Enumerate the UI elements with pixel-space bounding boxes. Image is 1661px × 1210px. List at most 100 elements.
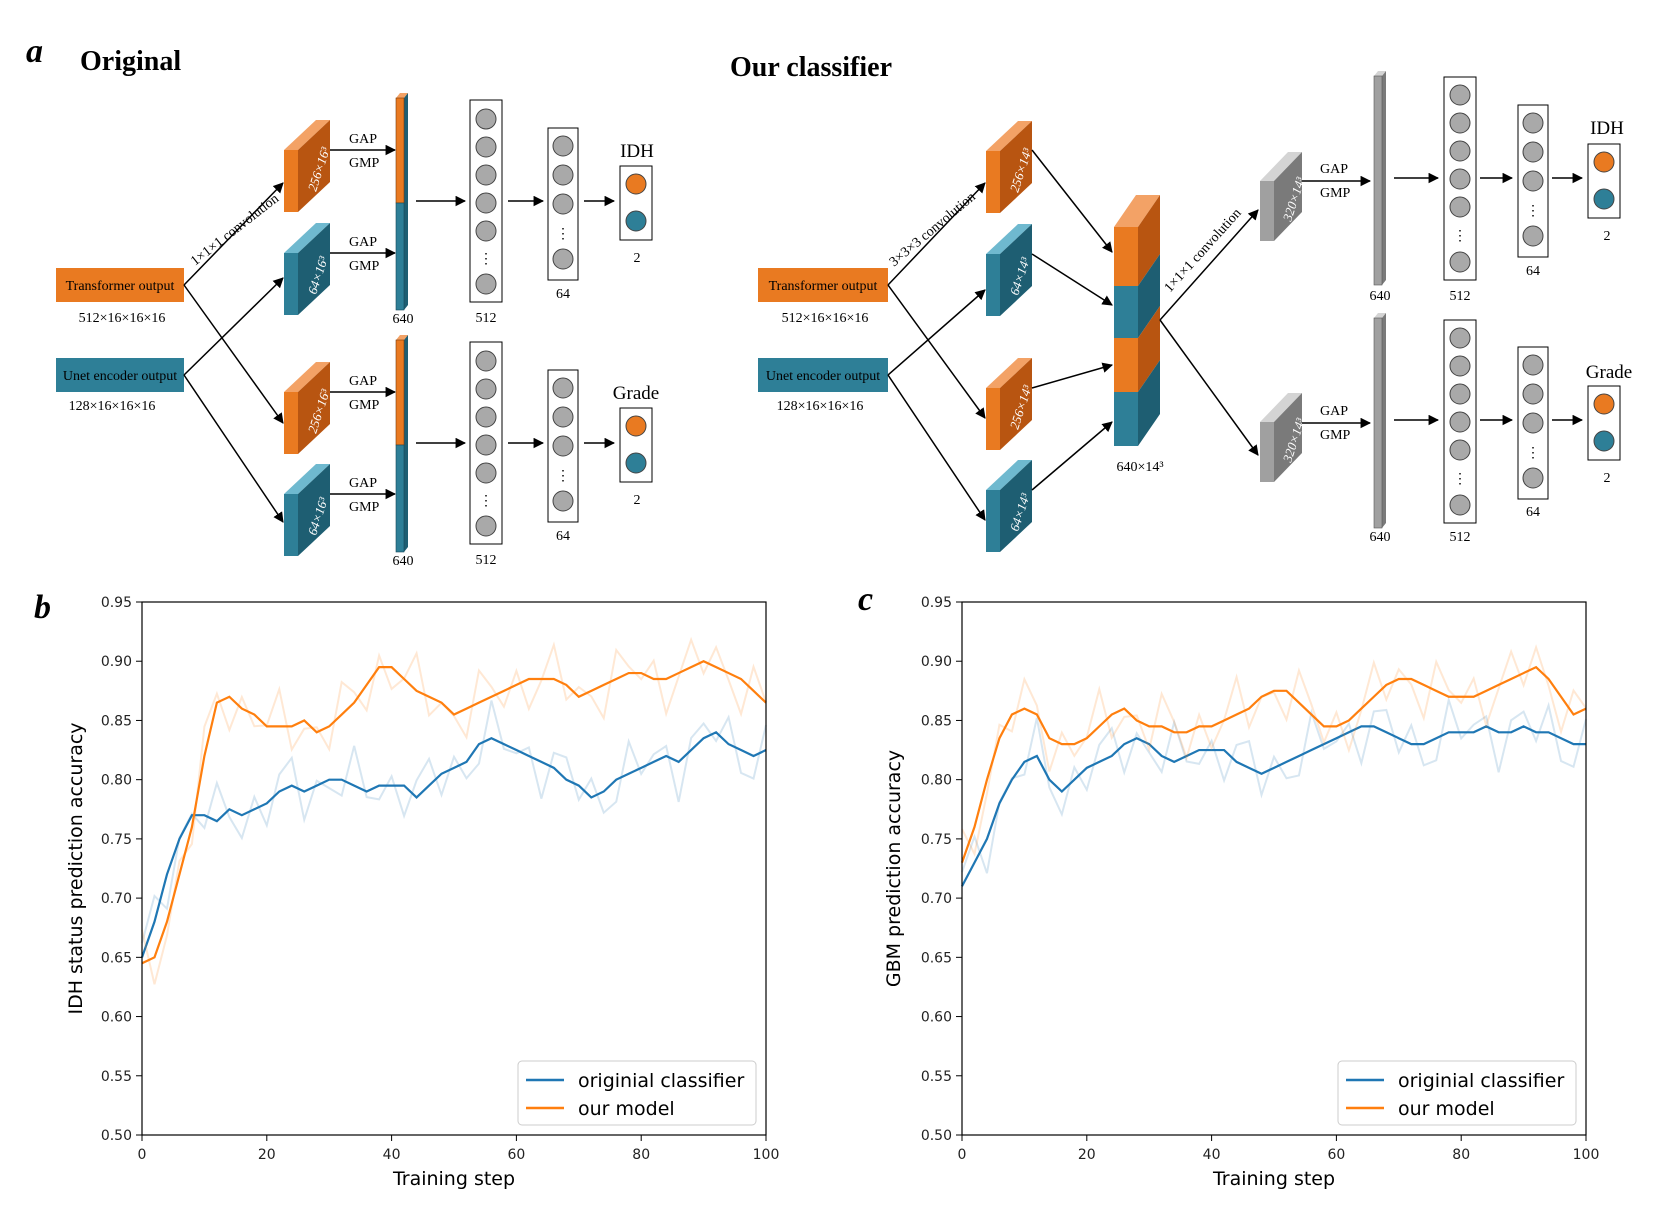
- unet-output-box: [56, 358, 184, 392]
- concat-dim-bottom: 640: [393, 554, 414, 569]
- grey-block-top: 320×14³: [1260, 152, 1308, 241]
- block-orange-top: 256×14³: [986, 121, 1035, 213]
- gap-label: GAP: [1320, 162, 1348, 177]
- concat-label: 640×14³: [1116, 460, 1163, 475]
- arrow: [887, 284, 986, 419]
- series-line: [141, 660, 767, 965]
- y-tick-label: 0.80: [101, 773, 132, 789]
- x-tick-label: 100: [753, 1147, 780, 1163]
- block-teal-top: 64×16³: [284, 223, 331, 315]
- arrow: [183, 182, 284, 286]
- arrow: [887, 374, 986, 521]
- transformer-output-label: Transformer output: [66, 279, 175, 294]
- arrow: [1031, 149, 1113, 253]
- svg-text:⋮: ⋮: [1453, 472, 1467, 487]
- legend-label: originial classifier: [578, 1070, 744, 1092]
- block-teal-top: 64×14³: [986, 224, 1033, 316]
- arrow: [1031, 253, 1113, 306]
- gmp-label: GMP: [1320, 428, 1351, 443]
- x-tick-label: 80: [632, 1147, 650, 1163]
- out-dim-bottom: 2: [634, 493, 641, 508]
- svg-text:⋮: ⋮: [1453, 229, 1467, 244]
- gmp-label: GMP: [349, 156, 380, 171]
- legend-label: our model: [1398, 1098, 1495, 1120]
- x-tick-label: 60: [1327, 1147, 1345, 1163]
- panel-a-ours: Our classifier Transformer output 512×16…: [730, 52, 1632, 552]
- concat-dim-bottom: 640: [1370, 530, 1391, 545]
- head-idh-label: IDH: [1590, 118, 1624, 139]
- plot-frame: [961, 601, 1587, 1136]
- x-tick-label: 80: [1452, 1147, 1470, 1163]
- fc64-top: ⋮: [1517, 104, 1549, 258]
- fc1-dim-bottom: 512: [476, 553, 497, 568]
- x-tick-label: 0: [958, 1147, 967, 1163]
- x-tick-label: 20: [1078, 1147, 1096, 1163]
- series-line: [140, 730, 767, 958]
- series-raw-line: [141, 636, 767, 985]
- original-title: Original: [80, 46, 181, 77]
- y-tick-label: 0.95: [921, 595, 952, 611]
- y-tick-label: 0.65: [101, 950, 132, 966]
- unet-output-dims: 128×16×16×16: [777, 399, 864, 414]
- legend-label: originial classifier: [1398, 1070, 1564, 1092]
- chart-c: c 0.50 0.55 0.60 0.65 0.70 0.75 0.80 0.85 0.90 0.9…: [858, 581, 1599, 1190]
- y-tick-label: 0.85: [921, 713, 952, 729]
- panel-a-letter: a: [26, 33, 43, 70]
- plot-frame: [141, 601, 767, 1136]
- concat-block: [1114, 195, 1160, 446]
- fc2-dim-top: 64: [1526, 264, 1540, 279]
- block-teal-bottom: 64×14³: [986, 460, 1033, 552]
- series-line: [960, 665, 1587, 863]
- x-tick-label: 40: [383, 1147, 401, 1163]
- head-grade-label: Grade: [613, 383, 659, 404]
- output-idh: [1587, 143, 1621, 219]
- arrow: [183, 277, 284, 376]
- svg-text:⋮: ⋮: [479, 252, 493, 267]
- fc2-dim-bottom: 64: [1526, 505, 1540, 520]
- arrow: [1031, 362, 1114, 389]
- grey-block-bottom: 320×14³: [1260, 393, 1308, 482]
- svg-text:⋮: ⋮: [1526, 446, 1540, 461]
- y-axis-label: IDH status prediction accuracy: [65, 722, 87, 1014]
- unet-output-label: Unet encoder output: [63, 369, 177, 384]
- svg-text:⋮: ⋮: [479, 494, 493, 509]
- y-tick-label: 0.70: [101, 891, 132, 907]
- x-axis-label: Training step: [392, 1168, 515, 1190]
- fc64-top: ⋮: [547, 127, 579, 281]
- x-tick-label: 20: [258, 1147, 276, 1163]
- fc512-bottom: ⋮: [469, 341, 503, 545]
- y-tick-label: 0.50: [101, 1128, 132, 1144]
- head-idh-label: IDH: [620, 141, 654, 162]
- fc1-dim-bottom: 512: [1450, 530, 1471, 545]
- panel-letter: c: [858, 581, 873, 618]
- x-tick-label: 60: [507, 1147, 525, 1163]
- output-grade: [619, 407, 653, 483]
- x-axis-label: Training step: [1212, 1168, 1335, 1190]
- x-tick-label: 40: [1203, 1147, 1221, 1163]
- y-tick-label: 0.70: [921, 891, 952, 907]
- y-tick-label: 0.55: [101, 1069, 132, 1085]
- y-tick-label: 0.65: [921, 950, 952, 966]
- legend: [517, 1060, 757, 1126]
- y-tick-label: 0.90: [101, 654, 132, 670]
- fc512-top: ⋮: [1443, 76, 1477, 281]
- head-grade-label: Grade: [1586, 362, 1632, 383]
- transformer-output-box: [56, 268, 184, 302]
- arrow: [887, 182, 986, 286]
- conv-3x3-label: 3×3×3 convolution: [887, 190, 979, 270]
- series-raw-line: [961, 644, 1587, 857]
- unet-output-label: Unet encoder output: [766, 369, 880, 384]
- grey-bar-bottom: [1373, 313, 1386, 529]
- out-dim-bottom: 2: [1604, 471, 1611, 486]
- gmp-label: GMP: [349, 398, 380, 413]
- arrow: [1159, 319, 1259, 456]
- output-idh: [619, 165, 653, 241]
- legend-label: our model: [578, 1098, 675, 1120]
- y-tick-label: 0.75: [921, 832, 952, 848]
- arrow: [1031, 421, 1113, 491]
- series-raw-line: [141, 700, 767, 944]
- transformer-output-dims: 512×16×16×16: [79, 311, 166, 326]
- svg-text:⋮: ⋮: [1526, 204, 1540, 219]
- arrow: [183, 284, 284, 424]
